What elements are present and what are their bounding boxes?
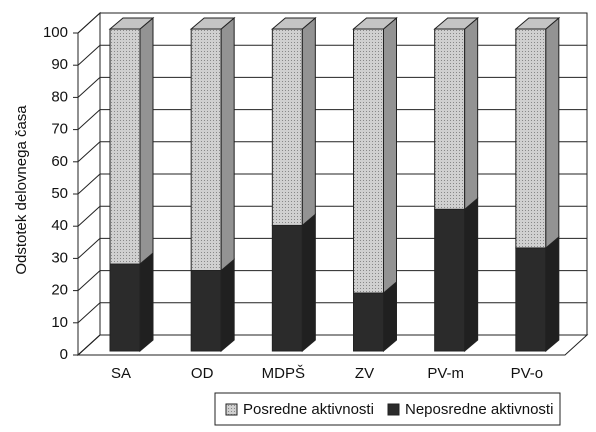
grid-line [77,109,101,130]
grid-line [77,302,101,324]
bar-side [301,16,316,227]
bar-segment [353,292,384,352]
bar-side [383,16,397,295]
bar-segment [109,263,141,352]
y-tick-label: 10 [51,314,68,331]
x-tick-label: PV-m [427,365,464,382]
grid-line [77,77,101,98]
bar-segment [515,28,547,249]
x-tick-label: OD [191,365,214,382]
bar-side [220,16,235,272]
bar-side [545,235,560,353]
x-tick-label: SA [111,365,131,382]
bar-top [270,17,317,30]
bar-side [383,280,397,353]
legend-swatch [225,403,238,416]
y-tick-label: 60 [51,153,68,170]
bar-top [189,17,236,30]
y-tick-label: 30 [51,249,68,266]
bar-side [139,251,154,353]
bar-top [514,17,561,30]
grid-line [77,238,101,259]
bar-side [545,16,560,250]
legend-label: Neposredne aktivnosti [405,401,553,418]
bar-top [433,17,480,30]
y-tick-label: 50 [51,185,68,202]
grid-line [77,270,101,291]
bar-segment [271,28,303,226]
bar-segment [515,247,547,352]
grid-line [77,334,101,356]
bar-side [139,16,154,266]
y-tick-label: 90 [51,56,68,73]
y-tick-label: 70 [51,121,68,138]
floor [76,334,589,356]
y-axis-label: Odstotek delovnega časa [13,105,30,275]
bar-side [301,213,316,353]
grid-line [77,12,101,34]
x-tick-label: MDPŠ [262,365,305,382]
bar-top [352,17,398,30]
bar-segment [271,224,303,352]
grid-line [77,44,101,66]
y-tick-label: 0 [60,346,68,363]
legend-swatch [387,403,400,416]
bar-segment [353,28,384,294]
bar-side [464,197,479,353]
y-tick-label: 100 [43,24,68,41]
bar-segment [434,28,466,210]
legend-label: Posredne aktivnosti [243,401,374,418]
grid-line [77,141,101,163]
grid-line [77,173,101,195]
bar-side [464,16,479,211]
y-tick-label: 80 [51,88,68,105]
bar-side [220,258,235,353]
x-tick-label: ZV [355,365,374,382]
grid-line [77,205,101,227]
bar-segment [190,270,222,352]
bar-top [108,17,155,30]
x-tick-label: PV-o [511,365,544,382]
bar-segment [190,28,222,271]
bar-segment [434,208,466,352]
y-tick-label: 40 [51,217,68,234]
bar-segment [109,28,141,265]
y-tick-label: 20 [51,282,68,299]
